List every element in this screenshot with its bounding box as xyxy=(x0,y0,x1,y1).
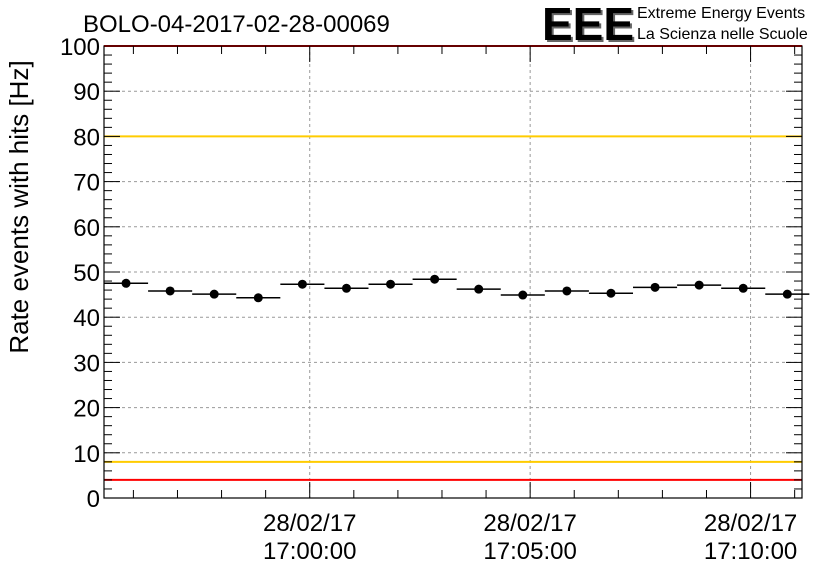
y-tick-label: 90 xyxy=(73,79,100,106)
data-point xyxy=(474,284,484,294)
axes: 010203040506070809010028/02/1717:00:0028… xyxy=(60,34,803,565)
y-tick-label: 0 xyxy=(87,486,100,513)
y-tick-label: 80 xyxy=(73,124,100,151)
data-point xyxy=(165,286,175,296)
eee-logo: EEE EEE Extreme Energy Events La Scienza… xyxy=(542,0,808,52)
data-point xyxy=(341,283,351,293)
eee-logo-mark: EEE xyxy=(544,0,636,52)
data-point xyxy=(562,286,572,296)
x-tick-date-label: 28/02/17 xyxy=(704,510,797,537)
x-tick-time-label: 17:10:00 xyxy=(704,538,797,565)
x-tick-date-label: 28/02/17 xyxy=(483,510,576,537)
y-tick-label: 70 xyxy=(73,170,100,197)
eee-logo-line2: La Scienza nelle Scuole xyxy=(637,26,808,43)
x-tick-date-label: 28/02/17 xyxy=(263,510,356,537)
data-point xyxy=(694,280,704,290)
data-point xyxy=(738,283,748,293)
limit-lines xyxy=(104,45,802,481)
run-title: BOLO-04-2017-02-28-00069 xyxy=(83,11,390,38)
data-point xyxy=(386,279,396,289)
data-point xyxy=(209,289,219,299)
y-axis-title: Rate events with hits [Hz] xyxy=(4,60,34,353)
data-point xyxy=(121,278,131,288)
x-tick-time-label: 17:05:00 xyxy=(483,538,576,565)
x-tick-time-label: 17:00:00 xyxy=(263,538,356,565)
y-tick-label: 10 xyxy=(73,441,100,468)
data-point xyxy=(650,282,660,292)
y-tick-label: 100 xyxy=(60,34,100,61)
plot-frame xyxy=(103,45,803,499)
y-tick-label: 20 xyxy=(73,396,100,423)
data-points xyxy=(104,274,810,303)
y-tick-label: 40 xyxy=(73,305,100,332)
grid-layer xyxy=(104,46,802,498)
data-point xyxy=(518,290,528,300)
data-point xyxy=(253,293,263,303)
eee-logo-line1: Extreme Energy Events xyxy=(637,5,805,22)
data-point xyxy=(430,274,440,284)
eee-logo-mark-front: EEE xyxy=(542,0,634,50)
y-tick-label: 30 xyxy=(73,350,100,377)
data-point xyxy=(606,288,616,298)
y-tick-label: 60 xyxy=(73,215,100,242)
data-point xyxy=(297,279,307,289)
y-tick-label: 50 xyxy=(73,260,100,287)
data-point xyxy=(782,289,792,299)
